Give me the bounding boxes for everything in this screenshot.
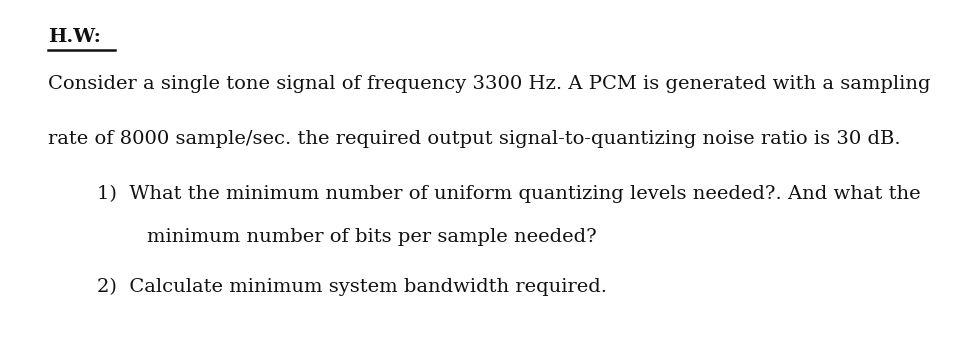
Text: 1)  What the minimum number of uniform quantizing levels needed?. And what the: 1) What the minimum number of uniform qu… (97, 185, 921, 203)
Text: H.W:: H.W: (48, 28, 102, 46)
Text: Consider a single tone signal of frequency 3300 Hz. A PCM is generated with a sa: Consider a single tone signal of frequen… (48, 75, 931, 93)
Text: rate of 8000 sample/sec. the required output signal-to-quantizing noise ratio is: rate of 8000 sample/sec. the required ou… (48, 130, 901, 148)
Text: minimum number of bits per sample needed?: minimum number of bits per sample needed… (97, 228, 596, 246)
Text: 2)  Calculate minimum system bandwidth required.: 2) Calculate minimum system bandwidth re… (97, 278, 607, 296)
